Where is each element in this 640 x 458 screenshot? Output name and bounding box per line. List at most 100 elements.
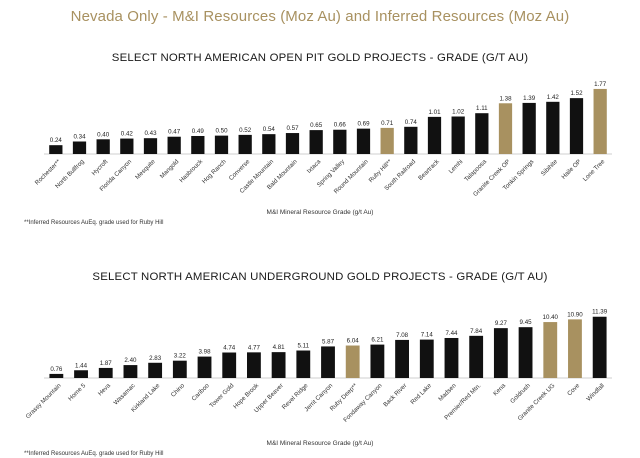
bar — [167, 136, 181, 154]
bar — [345, 345, 360, 378]
bar — [143, 138, 158, 154]
bar — [123, 365, 138, 378]
bar — [191, 135, 205, 154]
tick-label: Wasamac — [112, 382, 136, 406]
open-pit-chart-title: SELECT NORTH AMERICAN OPEN PIT GOLD PROJ… — [111, 52, 529, 64]
bar — [72, 141, 87, 154]
data-label: 6.04 — [347, 338, 360, 345]
data-label: 0.24 — [50, 137, 63, 144]
bar — [356, 128, 371, 154]
tick-label: Goldrush — [509, 382, 532, 405]
bar — [498, 103, 513, 154]
data-label: 3.22 — [174, 353, 187, 360]
data-label: 1.52 — [570, 90, 583, 97]
bar — [98, 367, 113, 378]
bar — [522, 102, 536, 154]
tick-label: Home 5 — [67, 382, 88, 403]
data-label: 1.77 — [594, 81, 607, 88]
data-label: 1.39 — [523, 95, 536, 102]
data-label: 1.01 — [428, 109, 441, 116]
bar — [568, 319, 582, 378]
tick-label: Heva — [97, 382, 113, 398]
data-label: 0.52 — [239, 127, 252, 134]
tick-label: Cove — [566, 382, 582, 398]
data-label: 0.76 — [50, 366, 63, 373]
bar — [49, 373, 64, 378]
bar — [74, 370, 88, 378]
tick-label: Kena — [492, 382, 508, 398]
tick-label: Mesquite — [134, 158, 157, 181]
data-label: 0.65 — [310, 122, 323, 129]
bar — [543, 322, 558, 378]
bar — [370, 344, 385, 378]
tick-label: Lone Tree — [582, 158, 607, 183]
data-label: 1.38 — [499, 95, 512, 102]
data-label: 0.42 — [121, 131, 134, 138]
tick-label: Haile OP — [560, 158, 582, 180]
tick-label: Converse — [228, 158, 252, 182]
tick-label: Sibihite — [540, 158, 560, 178]
tick-label: Hog Ranch — [201, 158, 228, 185]
data-label: 5.11 — [298, 343, 310, 350]
data-label: 7.84 — [470, 328, 483, 335]
bar — [333, 129, 347, 154]
bar — [475, 113, 489, 154]
data-label: 7.44 — [445, 330, 458, 337]
data-label: 0.74 — [405, 119, 418, 126]
bar — [419, 339, 434, 378]
bar — [120, 138, 134, 154]
bar — [247, 352, 261, 378]
data-label: 1.11 — [476, 105, 488, 112]
bar — [96, 139, 110, 154]
data-label: 0.57 — [286, 125, 299, 132]
bar — [493, 328, 508, 378]
open-pit-footnote: **Inferred Resources AuEq. grade used fo… — [24, 220, 164, 226]
bar — [427, 116, 442, 154]
bar — [592, 316, 607, 378]
bar — [309, 130, 323, 154]
data-label: 0.47 — [168, 129, 181, 136]
tick-label: Mangold — [159, 158, 181, 180]
data-label: 4.77 — [248, 344, 261, 351]
bar — [569, 98, 584, 154]
data-label: 3.98 — [198, 349, 211, 356]
data-label: 0.54 — [263, 126, 276, 133]
data-label: 6.21 — [371, 337, 384, 344]
bar — [172, 360, 187, 378]
data-label: 0.69 — [357, 121, 370, 128]
tick-label: Hycroft — [91, 158, 110, 177]
bar — [285, 133, 300, 154]
tick-label: Chino — [170, 382, 187, 399]
bar — [469, 335, 484, 378]
data-label: 5.87 — [322, 338, 335, 345]
bar — [222, 352, 237, 378]
data-label: 1.87 — [100, 360, 113, 367]
bar — [262, 134, 276, 154]
data-label: 0.43 — [144, 130, 157, 137]
bar — [321, 346, 335, 378]
bar — [444, 337, 459, 378]
tick-label: Lemhi — [448, 158, 465, 175]
bar — [238, 134, 252, 154]
data-label: 2.40 — [124, 357, 137, 364]
tick-label: Windfall — [585, 382, 606, 403]
data-label: 0.71 — [381, 120, 394, 127]
bar — [380, 127, 394, 154]
open-pit-x-axis-label: M&I Mineral Resource Grade (g/t Au) — [266, 209, 374, 216]
data-label: 4.74 — [223, 345, 236, 352]
bar — [214, 135, 229, 154]
tick-label: Back River — [382, 382, 408, 408]
bar — [451, 116, 465, 154]
bar — [271, 352, 286, 378]
data-label: 10.40 — [543, 314, 559, 321]
tick-label: Red Lake — [409, 382, 433, 406]
page-title: Nevada Only - M&I Resources (Moz Au) and… — [70, 8, 570, 25]
data-label: 1.02 — [452, 109, 465, 116]
data-label: 0.50 — [215, 128, 228, 135]
data-label: 4.81 — [273, 344, 286, 351]
tick-label: Grassy Mountain — [25, 382, 63, 420]
data-label: 1.44 — [75, 362, 88, 369]
bar — [148, 362, 163, 378]
data-label: 7.14 — [421, 332, 434, 339]
